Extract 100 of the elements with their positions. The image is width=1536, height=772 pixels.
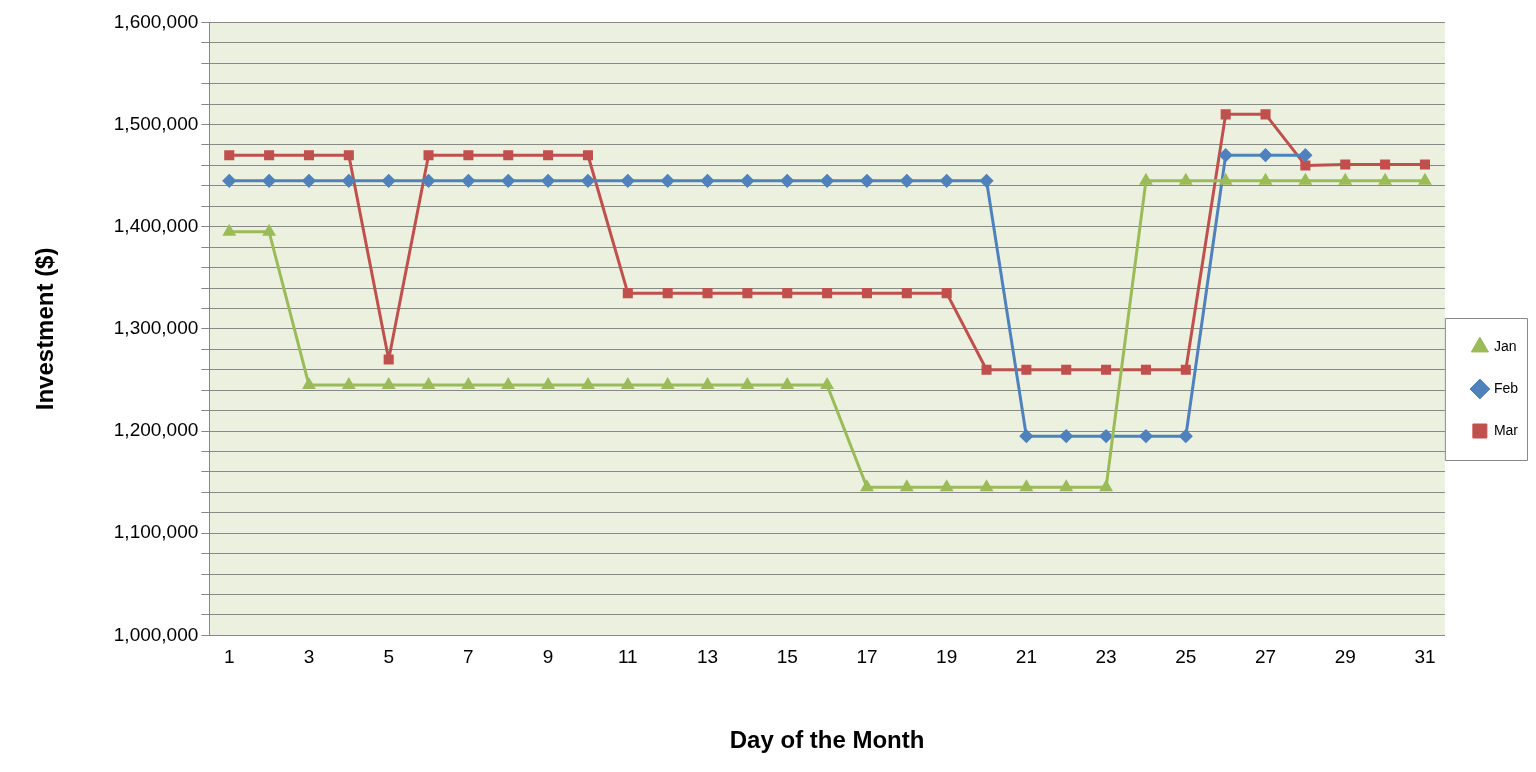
point — [1101, 364, 1112, 375]
x-tick-label: 17 — [856, 646, 878, 668]
x-tick-label: 13 — [696, 646, 719, 668]
point — [422, 174, 436, 188]
point — [224, 150, 235, 161]
point — [1340, 159, 1351, 170]
point — [303, 150, 314, 161]
x-tick-label: 11 — [617, 646, 638, 668]
point — [900, 480, 913, 492]
point — [1020, 480, 1033, 492]
x-tick-label: 5 — [383, 646, 394, 668]
point — [1298, 148, 1312, 162]
point — [1179, 174, 1192, 185]
point — [1019, 429, 1033, 443]
point — [503, 150, 514, 161]
point — [821, 378, 833, 390]
point — [702, 288, 713, 299]
point — [980, 480, 993, 492]
point — [223, 225, 236, 236]
x-tick-label: 15 — [776, 646, 798, 668]
point — [222, 174, 236, 188]
y-tick-label: 1,400,000 — [113, 214, 199, 236]
point — [461, 174, 475, 188]
point — [1059, 429, 1073, 443]
x-axis-title: Day of the Month — [729, 726, 925, 754]
point — [541, 174, 555, 188]
point — [820, 174, 834, 188]
x-tick-label: 19 — [936, 646, 958, 668]
point — [342, 174, 356, 188]
point — [901, 288, 912, 299]
point — [1139, 429, 1153, 443]
point — [383, 354, 394, 365]
point — [582, 378, 594, 390]
point — [1179, 429, 1193, 443]
point — [621, 174, 635, 188]
point — [861, 480, 873, 492]
point — [542, 378, 554, 390]
point — [1219, 174, 1232, 185]
point — [1380, 159, 1391, 170]
x-tick-label: 9 — [542, 646, 554, 668]
y-axis-title: Investment ($) — [31, 247, 59, 411]
point — [740, 174, 754, 188]
point — [780, 174, 794, 188]
point — [1220, 109, 1231, 120]
point — [543, 150, 554, 161]
point — [1060, 480, 1073, 492]
point — [781, 378, 794, 390]
x-tick-label: 23 — [1095, 646, 1117, 668]
point — [502, 378, 515, 390]
point — [860, 174, 874, 188]
legend-label: Feb — [1493, 379, 1519, 396]
x-tick-label: 27 — [1254, 646, 1277, 668]
y-tick-label: 1,500,000 — [113, 112, 199, 134]
point — [661, 174, 675, 188]
point — [1219, 148, 1233, 162]
point — [581, 174, 595, 188]
point — [1099, 429, 1113, 443]
y-tick-label: 1,600,000 — [113, 10, 199, 32]
x-tick-label: 29 — [1334, 646, 1356, 668]
point — [662, 288, 673, 299]
point — [1180, 364, 1191, 375]
point — [303, 378, 315, 390]
point — [463, 150, 474, 161]
point — [1339, 174, 1352, 185]
point — [342, 378, 355, 390]
point — [423, 150, 434, 161]
point — [621, 378, 634, 390]
y-tick-label: 1,300,000 — [113, 317, 199, 339]
point — [822, 288, 833, 299]
point — [302, 174, 316, 188]
point — [622, 288, 633, 299]
point — [701, 174, 715, 188]
x-tick-label: 3 — [303, 646, 315, 668]
point — [742, 288, 753, 299]
x-tick-label: 1 — [223, 646, 235, 668]
point — [582, 150, 593, 161]
point — [382, 174, 396, 188]
point — [940, 174, 954, 188]
point — [981, 364, 992, 375]
point — [382, 378, 395, 390]
point — [264, 150, 275, 161]
x-tick-label: 21 — [1015, 646, 1037, 668]
y-tick-label: 1,100,000 — [113, 521, 199, 543]
point — [1300, 160, 1311, 171]
x-tick-label: 7 — [463, 646, 474, 668]
point — [1259, 148, 1273, 162]
legend-label: Jan — [1493, 337, 1517, 354]
point — [1140, 174, 1152, 185]
point — [1140, 364, 1151, 375]
point — [941, 288, 952, 299]
point — [1299, 174, 1312, 185]
point — [1259, 174, 1272, 185]
point — [1419, 174, 1431, 185]
point — [661, 378, 674, 390]
point — [900, 174, 914, 188]
point — [422, 378, 435, 390]
point — [1021, 364, 1032, 375]
point — [1100, 480, 1112, 492]
y-tick-label: 1,200,000 — [113, 419, 199, 441]
point — [980, 174, 994, 188]
